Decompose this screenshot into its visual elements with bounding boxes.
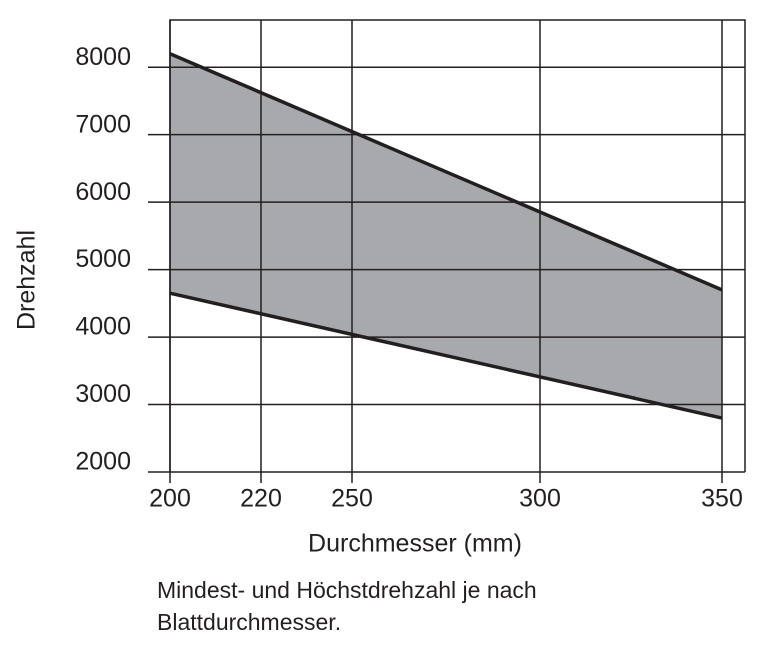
- x-tick-label: 300: [519, 485, 561, 513]
- caption: Mindest- und Höchstdrehzahl je nach Blat…: [157, 577, 537, 635]
- y-tick-label: 8000: [75, 43, 131, 71]
- plot-frame: [169, 19, 746, 472]
- x-tick-label: 250: [331, 485, 373, 513]
- series-line: [169, 291, 723, 420]
- band-area: [170, 53, 722, 419]
- y-axis-label: Drehzahl: [13, 230, 41, 330]
- x-tick-label: 350: [701, 485, 743, 513]
- y-tick-label: 2000: [75, 448, 131, 476]
- y-tick-label: 6000: [75, 178, 131, 206]
- y-tick-label: 4000: [75, 313, 131, 341]
- x-tick-label: 200: [149, 485, 191, 513]
- chart: Durchmesser (mm) Drehzahl 2000 3000 4000 50…: [13, 19, 746, 558]
- y-tick-label: 7000: [75, 110, 131, 138]
- x-axis-label: Durchmesser (mm): [308, 530, 522, 558]
- y-tick-label: 5000: [75, 245, 131, 273]
- x-tick-label: 220: [240, 485, 282, 513]
- series-line: [169, 52, 723, 292]
- y-tick-label: 3000: [75, 380, 131, 408]
